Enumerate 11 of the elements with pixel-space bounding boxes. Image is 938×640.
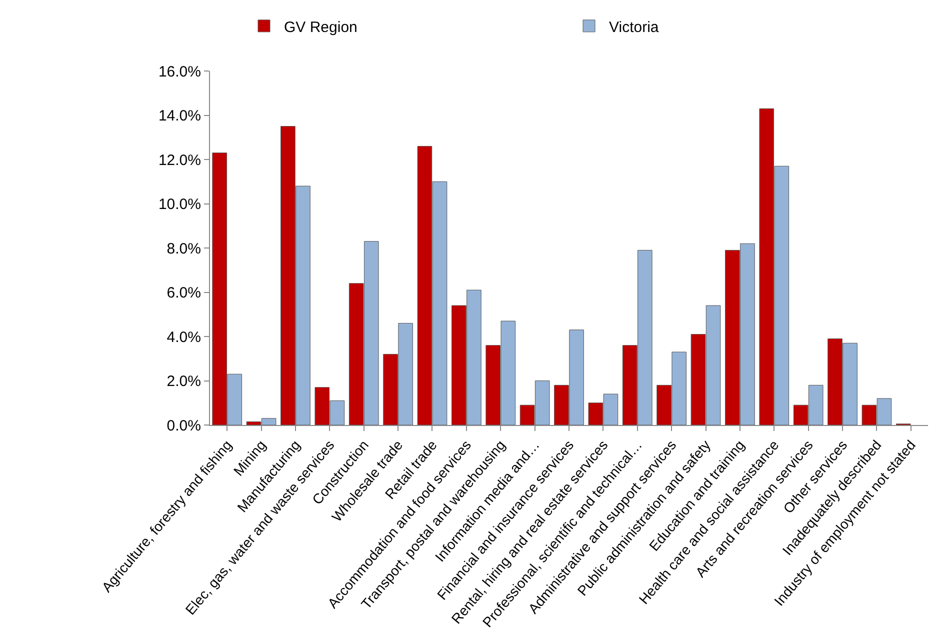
y-tick-label: 16.0% bbox=[158, 63, 201, 80]
y-tick-label: 10.0% bbox=[158, 196, 201, 213]
y-tick-label: 6.0% bbox=[166, 284, 201, 302]
y-tick-label: 14.0% bbox=[158, 108, 201, 124]
legend-label: Victoria bbox=[609, 18, 660, 36]
legend-label: GV Region bbox=[284, 18, 358, 36]
y-tick-label: 0.0% bbox=[166, 417, 201, 434]
y-tick-label: 2.0% bbox=[166, 373, 201, 390]
y-tick-label: 8.0% bbox=[166, 240, 201, 258]
y-tick-label: 12.0% bbox=[158, 152, 201, 169]
y-tick-label: 4.0% bbox=[166, 328, 201, 346]
